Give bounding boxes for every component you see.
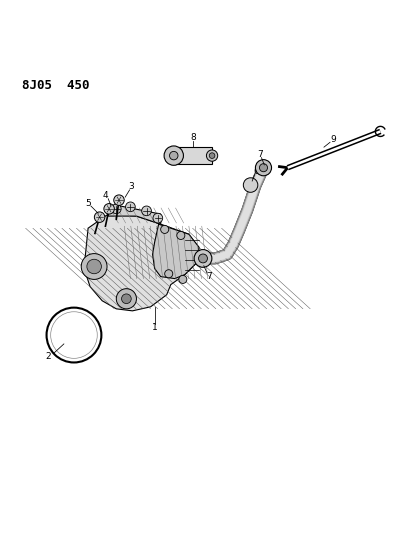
Circle shape bbox=[209, 153, 214, 158]
Text: 5: 5 bbox=[85, 199, 91, 208]
Circle shape bbox=[160, 225, 168, 233]
Circle shape bbox=[169, 151, 177, 160]
Circle shape bbox=[198, 254, 207, 263]
Circle shape bbox=[113, 195, 124, 205]
Circle shape bbox=[164, 146, 183, 165]
Polygon shape bbox=[152, 224, 198, 279]
Circle shape bbox=[141, 206, 151, 216]
Bar bbox=[173, 147, 211, 164]
Circle shape bbox=[178, 276, 186, 284]
Text: 1: 1 bbox=[151, 324, 157, 332]
Circle shape bbox=[111, 204, 121, 214]
Text: 3: 3 bbox=[128, 182, 134, 191]
Text: 2: 2 bbox=[45, 352, 51, 360]
Circle shape bbox=[125, 202, 135, 212]
Text: 8: 8 bbox=[190, 133, 195, 142]
Circle shape bbox=[153, 213, 162, 223]
Text: 9: 9 bbox=[329, 135, 335, 144]
Text: 7: 7 bbox=[205, 272, 211, 281]
Circle shape bbox=[243, 178, 257, 192]
Circle shape bbox=[104, 204, 114, 214]
Circle shape bbox=[255, 160, 271, 176]
Circle shape bbox=[116, 289, 136, 309]
Text: 6: 6 bbox=[253, 167, 258, 176]
Circle shape bbox=[94, 212, 104, 222]
Text: 8J05  450: 8J05 450 bbox=[21, 79, 89, 92]
Circle shape bbox=[176, 231, 184, 239]
Circle shape bbox=[164, 270, 173, 278]
Text: 7: 7 bbox=[257, 150, 262, 159]
Circle shape bbox=[81, 254, 107, 279]
Circle shape bbox=[87, 259, 101, 274]
Circle shape bbox=[121, 294, 131, 304]
Circle shape bbox=[206, 150, 217, 161]
Circle shape bbox=[259, 164, 267, 172]
Text: 4: 4 bbox=[102, 191, 108, 200]
Polygon shape bbox=[84, 214, 198, 311]
Circle shape bbox=[194, 249, 211, 268]
Polygon shape bbox=[108, 206, 160, 224]
